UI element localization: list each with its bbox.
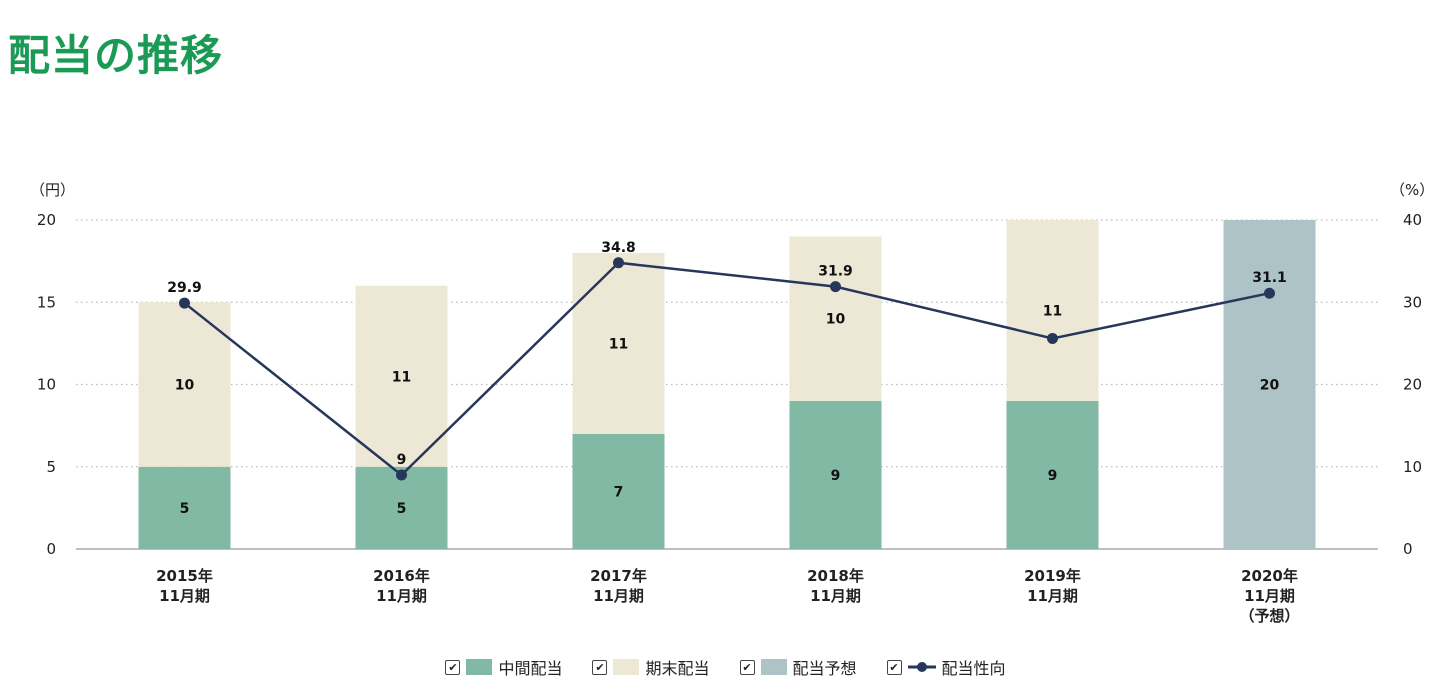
bar-segment xyxy=(138,466,231,549)
grid-lines xyxy=(76,219,1378,550)
payout-ratio-label: 9 xyxy=(397,452,407,468)
bar-value-label: 11 xyxy=(392,369,411,385)
payout-ratio-point xyxy=(1264,287,1275,299)
checkbox-icon[interactable]: ✔ xyxy=(592,659,608,675)
y-axis-tick-label: 20 xyxy=(37,211,56,229)
bar-segment xyxy=(789,236,882,401)
bar-value-label: 11 xyxy=(609,336,628,352)
x-axis-category-label: 2019年 xyxy=(1024,567,1081,585)
x-axis-category-label: 11月期 xyxy=(159,587,210,605)
x-axis-category-label: 11月期 xyxy=(1244,587,1295,605)
bar-value-label: 9 xyxy=(1048,468,1058,484)
legend-item-payout-ratio[interactable]: ✔ 配当性向 xyxy=(886,655,1006,679)
payout-ratio-point xyxy=(396,469,407,481)
payout-ratio-label: 31.9 xyxy=(818,264,853,280)
payout-ratio-point xyxy=(179,297,190,309)
legend-item-year-end-dividend[interactable]: ✔ 期末配当 xyxy=(592,655,710,679)
payout-ratio-point xyxy=(613,257,624,269)
bar-value-label: 20 xyxy=(1260,378,1280,394)
y-axis-tick-label: 15 xyxy=(37,293,56,311)
bar-value-label: 7 xyxy=(614,484,624,500)
checkbox-icon[interactable]: ✔ xyxy=(886,659,902,675)
y2-axis-tick-label: 10 xyxy=(1403,458,1422,476)
payout-ratio-polyline xyxy=(183,261,1270,477)
x-axis-category-label: 2018年 xyxy=(807,567,864,585)
payout-ratio-label: 29.9 xyxy=(167,280,202,296)
y2-axis-tick-label: 0 xyxy=(1403,540,1413,558)
legend-swatch xyxy=(613,659,640,675)
checkbox-icon[interactable]: ✔ xyxy=(445,659,461,675)
bar-value-label: 9 xyxy=(831,468,841,484)
x-axis-category-label: 11月期 xyxy=(1027,587,1078,605)
payout-ratio-point xyxy=(830,281,841,293)
y2-axis-unit-label: （%） xyxy=(1390,181,1434,199)
x-axis-category-label: 11月期 xyxy=(593,587,644,605)
bar-segment xyxy=(138,302,231,467)
bar-segment xyxy=(789,400,882,549)
legend-item-dividend-forecast[interactable]: ✔ 配当予想 xyxy=(739,655,857,679)
bar-value-label: 11 xyxy=(1043,303,1062,319)
bar-segment xyxy=(355,285,448,467)
legend-label: 配当予想 xyxy=(792,659,857,678)
legend: ✔ 中間配当 ✔ 期末配当 ✔ 配当予想 ✔ 配当性向 xyxy=(0,655,1451,679)
payout-ratio-label: 34.8 xyxy=(601,240,636,256)
line-marker-icon xyxy=(907,662,936,672)
x-axis-category-label: （予想） xyxy=(1239,607,1299,625)
bar-value-label: 10 xyxy=(826,312,846,328)
y2-axis-tick-label: 30 xyxy=(1403,293,1422,311)
y2-axis-tick-label: 40 xyxy=(1403,211,1422,229)
bar-value-label: 5 xyxy=(180,501,190,517)
bar-segment xyxy=(1006,400,1099,549)
labels: 0 5 10 15 20 0 10 20 30 40 （円） （%） 5 10 5 11 7 11 9 10 9 11 20… xyxy=(30,181,1434,625)
x-axis-category-label: 2015年 xyxy=(156,567,213,585)
bar-segment xyxy=(572,433,665,549)
y2-axis-tick-label: 20 xyxy=(1403,376,1422,394)
y-axis-unit-label: （円） xyxy=(30,181,75,199)
dividend-chart: 0 5 10 15 20 0 10 20 30 40 （円） （%） 5 10 5 11 7 11 9 10 9 11 20… xyxy=(30,181,1434,625)
bar-segment xyxy=(1006,220,1099,401)
x-axis-category-label: 11月期 xyxy=(376,587,427,605)
x-axis-category-label: 2016年 xyxy=(373,567,430,585)
page-title: 配当の推移 xyxy=(8,31,224,80)
bar-segment xyxy=(572,252,665,434)
legend-item-interim-dividend[interactable]: ✔ 中間配当 xyxy=(445,655,562,679)
bar-segment xyxy=(1223,220,1316,549)
checkbox-icon[interactable]: ✔ xyxy=(739,659,755,675)
bar-value-label: 10 xyxy=(175,378,195,394)
x-axis-category-label: 2020年 xyxy=(1241,567,1298,585)
x-axis-category-label: 11月期 xyxy=(810,587,861,605)
x-axis-category-label: 2017年 xyxy=(590,567,647,585)
legend-label: 期末配当 xyxy=(645,659,710,678)
y-axis-tick-label: 0 xyxy=(46,540,56,558)
legend-label: 中間配当 xyxy=(498,659,563,678)
payout-ratio-label: 31.1 xyxy=(1252,270,1287,286)
payout-ratio-line xyxy=(179,257,1275,481)
legend-swatch xyxy=(466,659,493,675)
y-axis-tick-label: 5 xyxy=(46,458,56,476)
bar-value-label: 5 xyxy=(397,501,407,517)
y-axis-tick-label: 10 xyxy=(37,376,56,394)
legend-label: 配当性向 xyxy=(941,659,1006,678)
legend-swatch xyxy=(760,659,787,675)
payout-ratio-point xyxy=(1047,332,1058,344)
